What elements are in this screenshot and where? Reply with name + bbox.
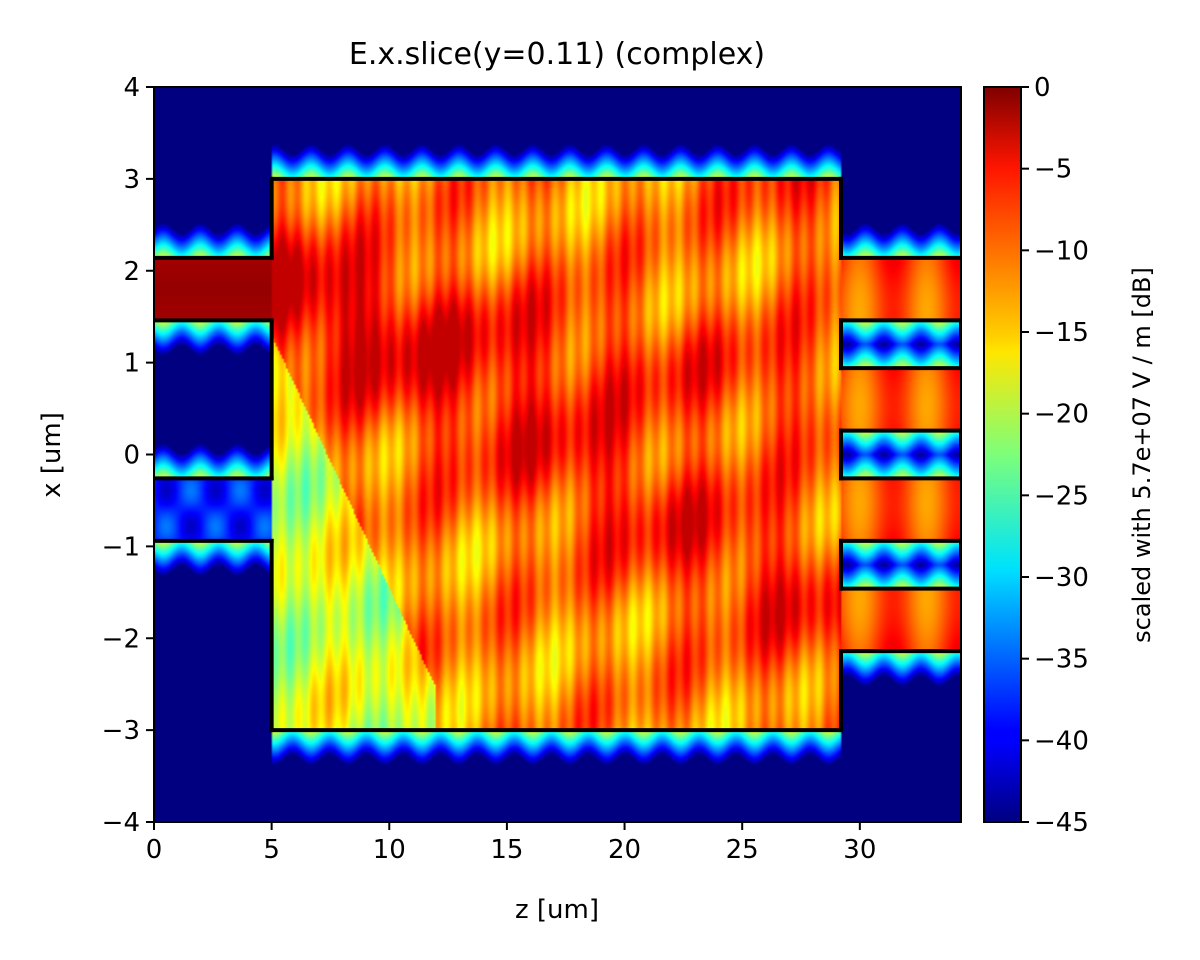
y-tick-label: 4 xyxy=(123,73,140,103)
field-heatmap xyxy=(154,87,961,822)
colorbar-tick-label: −10 xyxy=(1034,236,1089,266)
y-tick-label: −4 xyxy=(102,808,140,838)
x-axis-label: z [um] xyxy=(515,895,599,925)
x-tick-label: 10 xyxy=(373,835,406,865)
colorbar xyxy=(983,86,1022,823)
structure-outline xyxy=(154,176,961,733)
x-axis: 0 5 10 15 20 25 30 xyxy=(146,822,876,865)
colorbar-tick-label: −30 xyxy=(1034,563,1089,593)
colorbar-tick-label: −15 xyxy=(1034,318,1089,348)
colorbar-tick-label: −40 xyxy=(1034,726,1089,756)
y-tick-label: −3 xyxy=(102,716,140,746)
x-tick-label: 5 xyxy=(263,835,280,865)
colorbar-ticks: 0 −5 −10 −15 −20 −25 −30 −35 −40 −45 xyxy=(1021,73,1089,838)
y-tick-label: −2 xyxy=(102,624,140,654)
y-axis: −4 −3 −2 −1 0 1 2 3 4 xyxy=(102,73,154,838)
colorbar-tick-label: −45 xyxy=(1034,808,1089,838)
x-tick-label: 30 xyxy=(843,835,876,865)
colorbar-tick-label: 0 xyxy=(1034,73,1051,103)
heatmap-image xyxy=(154,87,961,822)
chart-title: E.x.slice(y=0.11) (complex) xyxy=(349,37,765,72)
x-tick-label: 25 xyxy=(726,835,759,865)
y-tick-label: 3 xyxy=(123,165,140,195)
colorbar-tick-label: −5 xyxy=(1034,155,1072,185)
y-tick-label: 0 xyxy=(123,441,140,471)
x-tick-label: 20 xyxy=(608,835,641,865)
colorbar-tick-label: −35 xyxy=(1034,645,1089,675)
y-tick-label: 2 xyxy=(123,257,140,287)
x-tick-label: 0 xyxy=(146,835,163,865)
y-tick-label: −1 xyxy=(102,532,140,562)
y-axis-label: x [um] xyxy=(37,412,67,498)
x-tick-label: 15 xyxy=(490,835,523,865)
colorbar-label: scaled with 5.7e+07 V / m [dB] xyxy=(1128,267,1156,643)
colorbar-tick-label: −25 xyxy=(1034,481,1089,511)
colorbar-tick-label: −20 xyxy=(1034,400,1089,430)
y-tick-label: 1 xyxy=(123,349,140,379)
